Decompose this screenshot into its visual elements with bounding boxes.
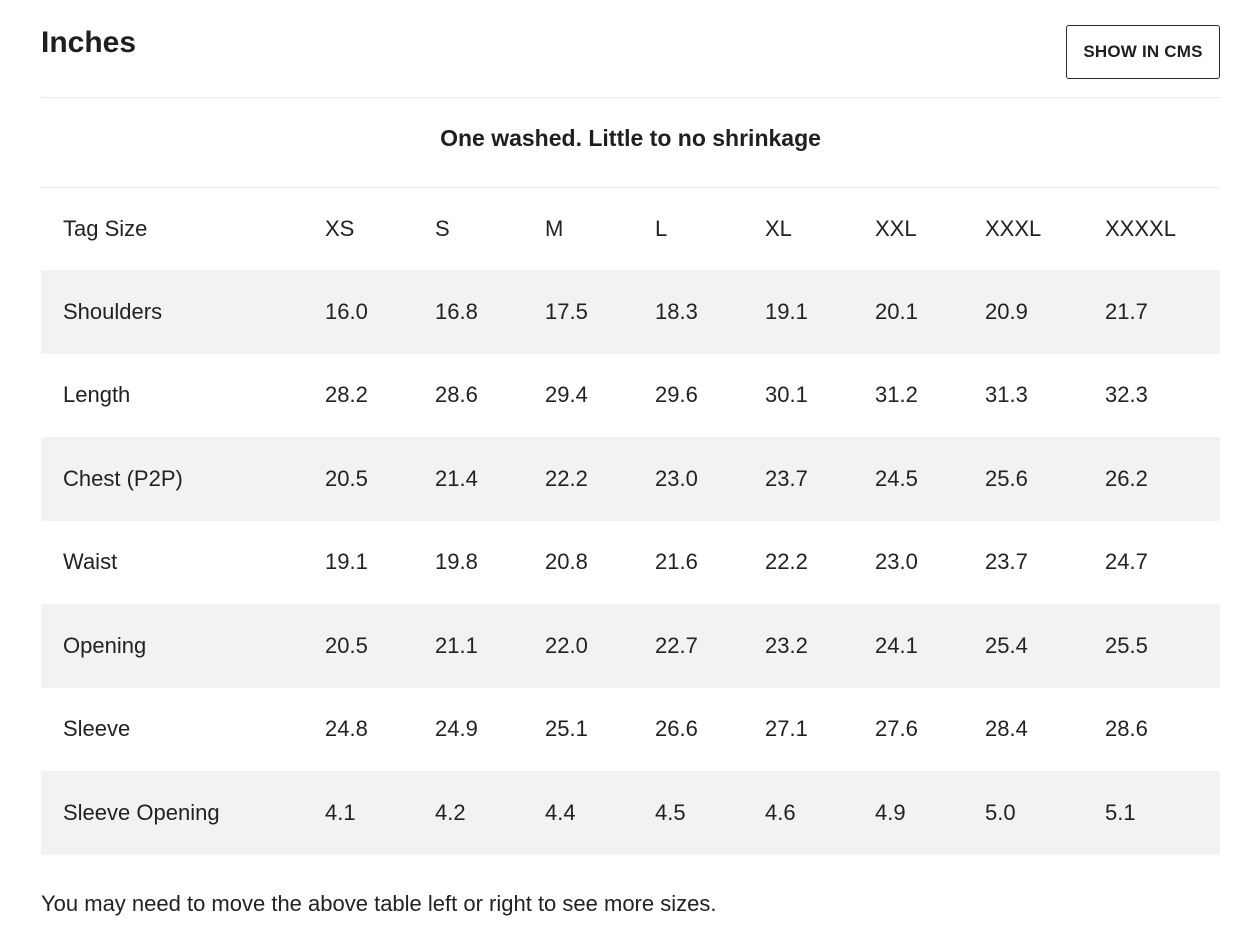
table-header-row: Tag Size XS S M L XL XXL XXXL XXXXL [41, 188, 1220, 270]
table-row: Shoulders 16.0 16.8 17.5 18.3 19.1 20.1 … [41, 270, 1220, 354]
table-cell: 31.3 [985, 382, 1028, 408]
table-cell: 21.4 [435, 465, 478, 491]
table-cell: 19.1 [325, 549, 368, 575]
row-label: Length [63, 382, 131, 408]
table-cell: 24.5 [875, 465, 918, 491]
table-cell: 22.0 [545, 632, 588, 658]
table-cell: 16.8 [435, 298, 478, 324]
table-cell: 31.2 [875, 382, 918, 408]
column-header: Tag Size [63, 216, 148, 241]
table-cell: 19.1 [765, 298, 808, 324]
column-header: XXXXL [1105, 216, 1176, 241]
table-cell: 25.6 [985, 465, 1028, 491]
table-cell: 21.6 [655, 549, 698, 575]
table-cell: 32.3 [1105, 382, 1148, 408]
table-cell: 4.5 [655, 799, 686, 825]
table-cell: 22.2 [765, 549, 808, 575]
row-label: Sleeve [63, 716, 131, 742]
table-cell: 24.1 [875, 632, 918, 658]
table-cell: 5.1 [1105, 799, 1136, 825]
table-cell: 29.6 [655, 382, 698, 408]
table-row: Chest (P2P) 20.5 21.4 22.2 23.0 23.7 24.… [41, 437, 1220, 521]
row-label: Chest (P2P) [63, 465, 183, 491]
page-title: Inches [41, 26, 137, 59]
table-cell: 4.1 [325, 799, 356, 825]
size-table: Tag Size XS S M L XL XXL XXXL XXXXL Shou… [41, 188, 1220, 855]
table-cell: 30.1 [765, 382, 808, 408]
table-cell: 5.0 [985, 799, 1016, 825]
row-label: Shoulders [63, 298, 163, 324]
table-cell: 29.4 [545, 382, 588, 408]
table-cell: 17.5 [545, 298, 588, 324]
table-cell: 20.8 [545, 549, 588, 575]
table-cell: 16.0 [325, 298, 368, 324]
table-cell: 28.6 [435, 382, 478, 408]
table-row: Length 28.2 28.6 29.4 29.6 30.1 31.2 31.… [41, 354, 1220, 438]
table-subtitle: One washed. Little to no shrinkage [41, 98, 1220, 188]
table-cell: 25.4 [985, 632, 1028, 658]
table-cell: 27.6 [875, 716, 918, 742]
table-cell: 22.7 [655, 632, 698, 658]
table-row: Waist 19.1 19.8 20.8 21.6 22.2 23.0 23.7… [41, 521, 1220, 605]
table-cell: 25.1 [545, 716, 588, 742]
table-cell: 23.0 [655, 465, 698, 491]
column-header: XL [765, 216, 792, 241]
table-cell: 4.9 [875, 799, 906, 825]
table-cell: 4.6 [765, 799, 796, 825]
table-cell: 28.2 [325, 382, 368, 408]
table-cell: 21.1 [435, 632, 478, 658]
row-label: Opening [63, 632, 147, 658]
table-cell: 20.5 [325, 632, 368, 658]
column-header: XXXL [985, 216, 1042, 241]
table-row: Opening 20.5 21.1 22.0 22.7 23.2 24.1 25… [41, 604, 1220, 688]
table-cell: 24.9 [435, 716, 478, 742]
table-row: Sleeve Opening 4.1 4.2 4.4 4.5 4.6 4.9 5… [41, 771, 1220, 855]
row-label: Sleeve Opening [63, 799, 220, 825]
column-header: M [545, 216, 564, 241]
table-cell: 26.6 [655, 716, 698, 742]
table-cell: 19.8 [435, 549, 478, 575]
table-cell: 4.2 [435, 799, 466, 825]
table-cell: 23.2 [765, 632, 808, 658]
table-cell: 28.6 [1105, 716, 1148, 742]
table-cell: 23.7 [765, 465, 808, 491]
table-cell: 24.7 [1105, 549, 1148, 575]
table-cell: 24.8 [325, 716, 368, 742]
table-cell: 23.7 [985, 549, 1028, 575]
table-cell: 20.5 [325, 465, 368, 491]
size-chart-panel: Inches SHOW IN CMS One washed. Little to… [41, 0, 1220, 919]
row-label: Waist [63, 549, 118, 575]
table-cell: 23.0 [875, 549, 918, 575]
column-header: S [435, 216, 450, 241]
table-cell: 18.3 [655, 298, 698, 324]
show-in-cms-button[interactable]: SHOW IN CMS [1066, 25, 1220, 79]
table-cell: 22.2 [545, 465, 588, 491]
table-row: Sleeve 24.8 24.9 25.1 26.6 27.1 27.6 28.… [41, 688, 1220, 772]
column-header: L [655, 216, 668, 241]
column-header: XXL [875, 216, 917, 241]
table-cell: 20.1 [875, 298, 918, 324]
table-cell: 27.1 [765, 716, 808, 742]
column-header: XS [325, 216, 355, 241]
table-cell: 26.2 [1105, 465, 1148, 491]
table-cell: 21.7 [1105, 298, 1148, 324]
table-cell: 20.9 [985, 298, 1028, 324]
size-chart-header: Inches SHOW IN CMS [41, 0, 1220, 98]
table-cell: 25.5 [1105, 632, 1148, 658]
scroll-hint-text: You may need to move the above table lef… [41, 890, 717, 916]
table-cell: 4.4 [545, 799, 576, 825]
table-cell: 28.4 [985, 716, 1028, 742]
